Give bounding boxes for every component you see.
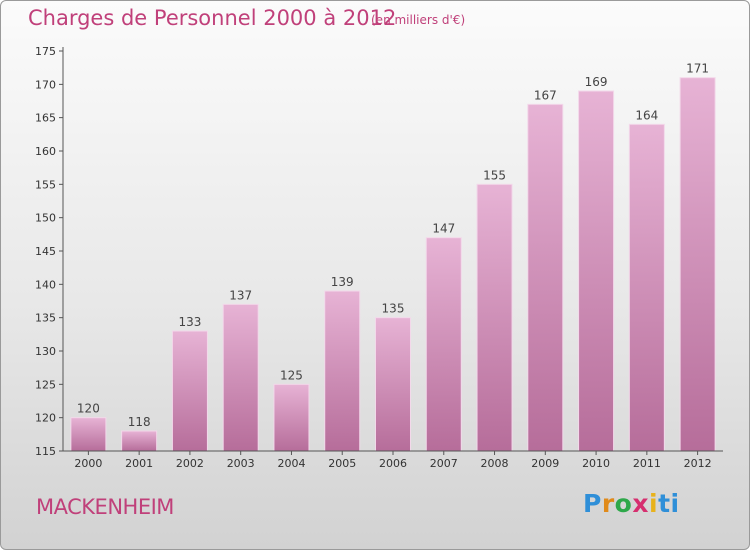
y-tick-label-115: 115 bbox=[35, 445, 56, 458]
x-tick-label-2000: 2000 bbox=[74, 457, 102, 470]
x-tick-label-2005: 2005 bbox=[328, 457, 356, 470]
data-label-2004: 125 bbox=[280, 368, 303, 382]
axes-group: 2000 2001 2002 2003 2004 2005 2006 2007 2008 2009… bbox=[35, 45, 723, 470]
data-label-2006: 135 bbox=[382, 302, 405, 316]
y-tick-label-135: 135 bbox=[35, 312, 56, 325]
y-tick-label-170: 170 bbox=[35, 78, 56, 91]
logo-letter: P bbox=[583, 489, 602, 518]
bar-2012 bbox=[679, 77, 716, 452]
logo-letter: x bbox=[632, 489, 649, 518]
logo-letter: o bbox=[614, 489, 633, 518]
y-tick-label-145: 145 bbox=[35, 245, 56, 258]
data-label-2011: 164 bbox=[635, 108, 658, 122]
y-tick-label-120: 120 bbox=[35, 412, 56, 425]
x-tick-label-2004: 2004 bbox=[277, 457, 305, 470]
data-label-2010: 169 bbox=[585, 75, 608, 89]
bar-2003 bbox=[222, 303, 259, 452]
bar-2000 bbox=[70, 417, 107, 452]
town-name: MACKENHEIM bbox=[36, 495, 174, 519]
logo-letter: i bbox=[649, 489, 659, 518]
x-tick-label-2003: 2003 bbox=[227, 457, 255, 470]
x-tick-label-2001: 2001 bbox=[125, 457, 153, 470]
bar-2009 bbox=[527, 103, 564, 452]
x-tick-label-2006: 2006 bbox=[379, 457, 407, 470]
data-label-2005: 139 bbox=[331, 275, 354, 289]
x-tick-label-2002: 2002 bbox=[176, 457, 204, 470]
bar-2010 bbox=[578, 90, 615, 452]
x-tick-label-2007: 2007 bbox=[430, 457, 458, 470]
x-tick-label-2012: 2012 bbox=[684, 457, 712, 470]
bar-2002 bbox=[171, 330, 208, 452]
x-tick-label-2008: 2008 bbox=[481, 457, 509, 470]
bar-2007 bbox=[425, 237, 462, 452]
bar-2005 bbox=[324, 290, 361, 452]
data-label-2009: 167 bbox=[534, 88, 557, 102]
data-label-2003: 137 bbox=[229, 288, 252, 302]
bar-2004 bbox=[273, 383, 310, 452]
bar-2008 bbox=[476, 183, 513, 452]
y-tick-label-165: 165 bbox=[35, 112, 56, 125]
data-label-2008: 155 bbox=[483, 168, 506, 182]
y-tick-label-140: 140 bbox=[35, 278, 56, 291]
logo-letter: r bbox=[601, 489, 615, 518]
x-tick-label-2010: 2010 bbox=[582, 457, 610, 470]
data-label-2007: 147 bbox=[432, 222, 455, 236]
x-tick-label-2009: 2009 bbox=[531, 457, 559, 470]
y-tick-label-155: 155 bbox=[35, 178, 56, 191]
data-label-2000: 120 bbox=[77, 402, 100, 416]
y-tick-label-150: 150 bbox=[35, 212, 56, 225]
bar-2001 bbox=[121, 430, 158, 452]
bar-2006 bbox=[375, 317, 411, 452]
data-label-2001: 118 bbox=[128, 415, 151, 429]
chart-title: Charges de Personnel 2000 à 2012 bbox=[28, 6, 397, 30]
data-label-2002: 133 bbox=[178, 315, 201, 329]
y-tick-label-175: 175 bbox=[35, 45, 56, 58]
bar-2011 bbox=[628, 123, 665, 452]
y-tick-label-130: 130 bbox=[35, 345, 56, 358]
logo-letter: t bbox=[658, 489, 671, 518]
bars-group: 120 118 133 137 125 139 135 147 155 167 169 164 171 bbox=[70, 62, 716, 452]
y-tick-label-125: 125 bbox=[35, 378, 56, 391]
y-tick-label-160: 160 bbox=[35, 145, 56, 158]
logo-letter: i bbox=[670, 489, 680, 518]
chart-subtitle: (en milliers d'€) bbox=[371, 13, 466, 27]
proxiti-logo: Proxiti bbox=[583, 489, 680, 518]
x-tick-label-2011: 2011 bbox=[633, 457, 661, 470]
data-label-2012: 171 bbox=[686, 62, 709, 76]
